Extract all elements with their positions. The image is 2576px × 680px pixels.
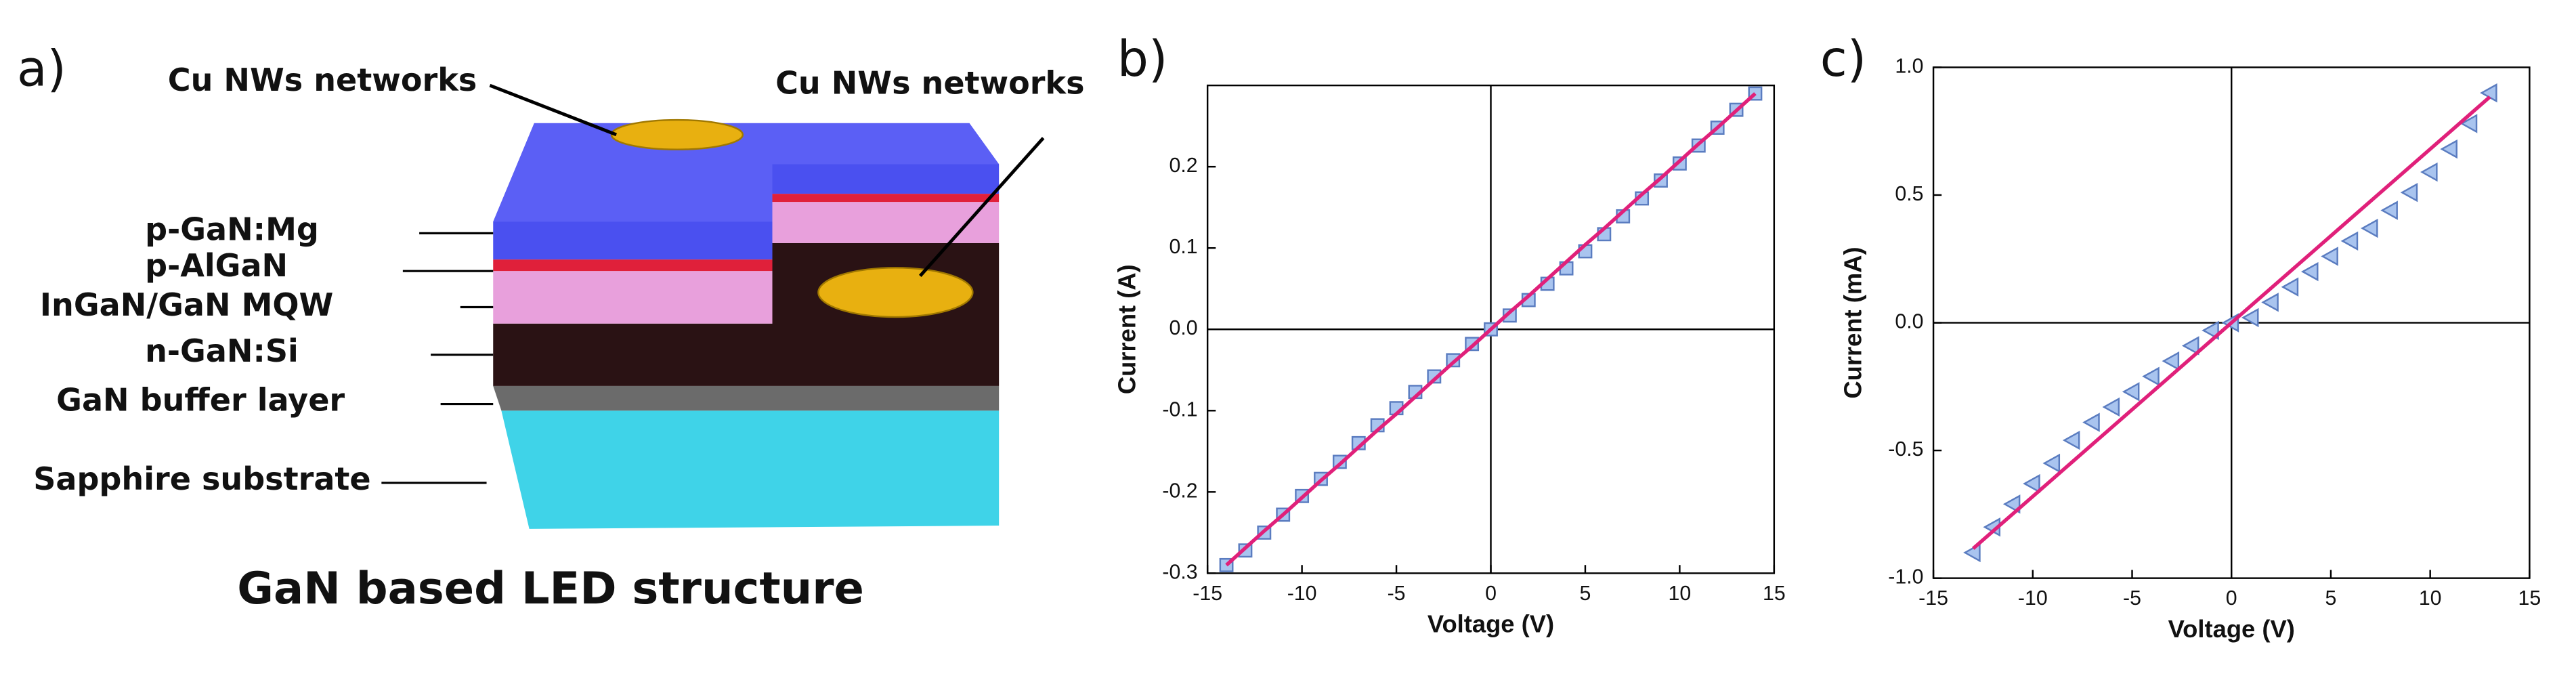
sapphire-layer [501, 410, 1000, 529]
callout: Cu NWs networks [775, 65, 1084, 102]
top-face [493, 123, 1000, 222]
y-tick-label: -0.3 [1162, 561, 1197, 583]
data-point [2300, 261, 2319, 282]
leader [489, 83, 618, 137]
x-tick-label: -5 [1388, 582, 1406, 605]
data-point [2181, 336, 2199, 356]
diagram-title: GaN based LED structure [237, 563, 864, 614]
layer-label: p-AlGaN [145, 247, 288, 284]
data-point [2002, 494, 2021, 514]
x-tick-label: -10 [1287, 582, 1317, 605]
data-point [2082, 412, 2100, 432]
data-point [2321, 247, 2338, 266]
x-axis-title: Voltage (V) [1427, 610, 1554, 638]
layer-label: InGaN/GaN MQW [40, 286, 333, 323]
data-point [2202, 320, 2219, 341]
data-point [2122, 382, 2140, 402]
panel-label: a) [17, 41, 66, 98]
mqw-layer [772, 202, 1000, 243]
panel-label: b) [1117, 30, 1168, 88]
data-point [2062, 430, 2080, 450]
y-tick-label: 0.0 [1169, 317, 1197, 339]
y-tick-label: 0.1 [1169, 236, 1197, 258]
callout: Cu NWs networks [168, 62, 477, 98]
buffer-layer [493, 385, 1000, 411]
y-tick-label: -1.0 [1888, 566, 1923, 589]
fit-line [1225, 92, 1757, 567]
algan-layer [493, 259, 773, 272]
data-point [2380, 200, 2398, 220]
y-tick-label: -0.5 [1888, 438, 1923, 461]
data-point [2162, 351, 2180, 371]
y-tick-label: 0.5 [1895, 183, 1923, 205]
x-axis-title: Voltage (V) [2168, 615, 2295, 643]
cu-contact [610, 119, 744, 150]
x-tick-label: -10 [2018, 587, 2048, 610]
data-point [2261, 293, 2279, 312]
x-tick-label: 0 [2226, 587, 2237, 610]
data-point [2361, 218, 2378, 238]
panel-label: c) [1820, 30, 1866, 88]
led-structure [381, 83, 1045, 529]
data-point [2400, 183, 2418, 203]
leader [918, 137, 1045, 278]
y-tick-label: -0.1 [1162, 398, 1197, 421]
layer-label: p-GaN:Mg [145, 211, 319, 247]
cu-contact [817, 267, 974, 318]
y-axis-title: Current (A) [1113, 264, 1140, 394]
data-point [2023, 473, 2040, 494]
data-point [2440, 139, 2457, 159]
data-point [2241, 307, 2259, 328]
data-point [2142, 366, 2160, 386]
data-point [2102, 397, 2120, 417]
y-tick-label: -0.2 [1162, 480, 1197, 502]
mqw-layer [493, 271, 773, 324]
x-tick-label: 0 [1485, 582, 1497, 605]
x-tick-label: -15 [1918, 587, 1948, 610]
data-point [2042, 453, 2061, 473]
x-tick-label: 5 [1580, 582, 1591, 605]
data-point [2281, 277, 2299, 297]
data-point [2420, 162, 2438, 182]
y-axis-title: Current (mA) [1839, 247, 1866, 398]
y-tick-label: 0.2 [1169, 154, 1197, 177]
y-tick-label: 0.0 [1895, 311, 1923, 333]
x-tick-label: -15 [1193, 582, 1222, 605]
data-point [1963, 543, 1981, 563]
data-point [2460, 114, 2478, 133]
algan-layer [772, 194, 1000, 203]
layer-label: Sapphire substrate [33, 461, 370, 497]
x-tick-label: 10 [2419, 587, 2442, 610]
layer-label: n-GaN:Si [145, 333, 299, 369]
layer-label: GaN buffer layer [56, 382, 345, 419]
data-point [2340, 231, 2359, 251]
fit-line [1972, 95, 2491, 550]
x-tick-label: -5 [2123, 587, 2141, 610]
y-tick-label: 1.0 [1895, 55, 1923, 77]
x-tick-label: 5 [2325, 587, 2337, 610]
x-tick-label: 10 [1669, 582, 1692, 605]
x-tick-label: 15 [1763, 582, 1786, 605]
x-tick-label: 15 [2518, 587, 2541, 610]
layer-leaders [381, 232, 494, 484]
